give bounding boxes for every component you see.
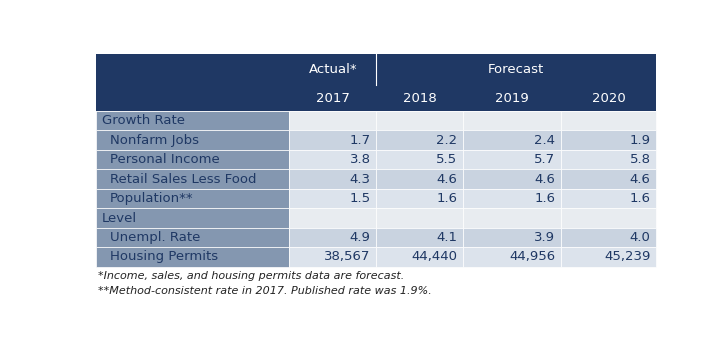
FancyBboxPatch shape (561, 131, 656, 150)
FancyBboxPatch shape (289, 170, 376, 189)
Text: 1.5: 1.5 (349, 192, 371, 205)
FancyBboxPatch shape (561, 228, 656, 247)
Text: 4.3: 4.3 (349, 173, 371, 186)
Text: 3.8: 3.8 (349, 153, 371, 166)
Text: 5.5: 5.5 (436, 153, 458, 166)
Text: 5.7: 5.7 (534, 153, 555, 166)
Text: Level: Level (101, 212, 137, 225)
Text: 1.6: 1.6 (437, 192, 458, 205)
Text: Actual*: Actual* (309, 63, 357, 76)
FancyBboxPatch shape (96, 85, 656, 111)
FancyBboxPatch shape (96, 228, 289, 247)
Text: 5.8: 5.8 (630, 153, 651, 166)
FancyBboxPatch shape (289, 228, 376, 247)
Text: 1.6: 1.6 (534, 192, 555, 205)
Text: 1.6: 1.6 (630, 192, 651, 205)
Text: 2020: 2020 (592, 92, 625, 105)
FancyBboxPatch shape (463, 131, 561, 150)
FancyBboxPatch shape (289, 247, 376, 267)
Text: 4.6: 4.6 (437, 173, 458, 186)
Text: 4.9: 4.9 (350, 231, 371, 244)
FancyBboxPatch shape (289, 131, 376, 150)
FancyBboxPatch shape (561, 150, 656, 170)
FancyBboxPatch shape (463, 228, 561, 247)
FancyBboxPatch shape (561, 170, 656, 189)
Text: Population**: Population** (110, 192, 194, 205)
FancyBboxPatch shape (463, 111, 561, 131)
FancyBboxPatch shape (463, 150, 561, 170)
FancyBboxPatch shape (463, 170, 561, 189)
Text: 2.4: 2.4 (534, 134, 555, 147)
Text: Growth Rate: Growth Rate (101, 114, 184, 127)
FancyBboxPatch shape (561, 208, 656, 228)
Text: 2019: 2019 (495, 92, 529, 105)
FancyBboxPatch shape (376, 131, 463, 150)
FancyBboxPatch shape (96, 54, 656, 85)
Text: 3.9: 3.9 (534, 231, 555, 244)
Text: **Method-consistent rate in 2017. Published rate was 1.9%.: **Method-consistent rate in 2017. Publis… (98, 286, 432, 296)
Text: 4.6: 4.6 (534, 173, 555, 186)
FancyBboxPatch shape (96, 131, 289, 150)
FancyBboxPatch shape (463, 247, 561, 267)
FancyBboxPatch shape (561, 111, 656, 131)
Text: 2018: 2018 (403, 92, 437, 105)
FancyBboxPatch shape (289, 150, 376, 170)
FancyBboxPatch shape (289, 189, 376, 208)
FancyBboxPatch shape (376, 150, 463, 170)
Text: 4.1: 4.1 (437, 231, 458, 244)
Text: *Income, sales, and housing permits data are forecast.: *Income, sales, and housing permits data… (98, 271, 404, 281)
Text: 44,956: 44,956 (509, 251, 555, 264)
FancyBboxPatch shape (289, 208, 376, 228)
Text: 4.6: 4.6 (630, 173, 651, 186)
FancyBboxPatch shape (561, 247, 656, 267)
Text: Housing Permits: Housing Permits (110, 251, 218, 264)
Text: 4.0: 4.0 (630, 231, 651, 244)
FancyBboxPatch shape (96, 189, 289, 208)
Text: Forecast: Forecast (488, 63, 544, 76)
Text: 44,440: 44,440 (411, 251, 458, 264)
Text: 1.9: 1.9 (630, 134, 651, 147)
FancyBboxPatch shape (561, 189, 656, 208)
FancyBboxPatch shape (376, 111, 463, 131)
FancyBboxPatch shape (96, 111, 289, 131)
Text: 2.2: 2.2 (436, 134, 458, 147)
Text: Nonfarm Jobs: Nonfarm Jobs (110, 134, 199, 147)
FancyBboxPatch shape (376, 247, 463, 267)
FancyBboxPatch shape (376, 208, 463, 228)
Text: Unempl. Rate: Unempl. Rate (110, 231, 200, 244)
FancyBboxPatch shape (376, 189, 463, 208)
FancyBboxPatch shape (96, 170, 289, 189)
FancyBboxPatch shape (96, 208, 289, 228)
Text: 2017: 2017 (316, 92, 350, 105)
FancyBboxPatch shape (289, 111, 376, 131)
FancyBboxPatch shape (463, 189, 561, 208)
Text: Retail Sales Less Food: Retail Sales Less Food (110, 173, 257, 186)
Text: 45,239: 45,239 (604, 251, 651, 264)
Text: 38,567: 38,567 (324, 251, 371, 264)
Text: 1.7: 1.7 (349, 134, 371, 147)
FancyBboxPatch shape (96, 150, 289, 170)
FancyBboxPatch shape (376, 228, 463, 247)
Text: Personal Income: Personal Income (110, 153, 220, 166)
FancyBboxPatch shape (96, 247, 289, 267)
FancyBboxPatch shape (376, 170, 463, 189)
FancyBboxPatch shape (463, 208, 561, 228)
